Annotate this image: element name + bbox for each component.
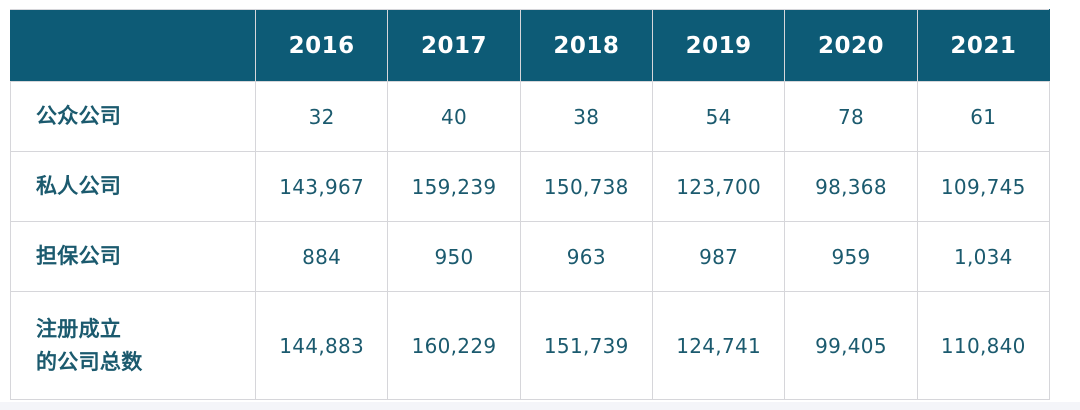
value-cell-2021: 110,840 [916, 291, 1051, 400]
value-cell-2018: 151,739 [519, 291, 653, 400]
value-cell-2021: 61 [916, 81, 1051, 152]
row-label: 担保公司 [10, 221, 256, 292]
value-cell-2018: 38 [519, 81, 653, 152]
header-year-2018: 2018 [519, 9, 653, 82]
value-cell-2021: 1,034 [916, 221, 1051, 292]
table-row: 注册成立 的公司总数 144,883 160,229 151,739 124,741 99,… [10, 291, 1051, 400]
row-label: 注册成立 的公司总数 [10, 291, 256, 400]
table-row: 公众公司 32 40 38 54 78 61 [10, 81, 1051, 152]
header-year-2016: 2016 [254, 9, 389, 82]
bottom-band [0, 402, 1080, 410]
row-label: 私人公司 [10, 151, 256, 222]
table-row: 私人公司 143,967 159,239 150,738 123,700 98,368 10… [10, 151, 1051, 222]
value-cell-2018: 150,738 [519, 151, 653, 222]
value-cell-2019: 124,741 [651, 291, 786, 400]
header-year-2020: 2020 [784, 9, 918, 82]
company-stats-table: 2016 2017 2018 2019 2020 2021 公众公司 32 40 38 54 78 6… [10, 9, 1051, 400]
value-cell-2020: 959 [784, 221, 918, 292]
value-cell-2020: 78 [784, 81, 918, 152]
value-cell-2017: 950 [387, 221, 521, 292]
value-cell-2016: 143,967 [254, 151, 389, 222]
value-cell-2016: 144,883 [254, 291, 389, 400]
value-cell-2017: 40 [387, 81, 521, 152]
value-cell-2020: 98,368 [784, 151, 918, 222]
value-cell-2017: 159,239 [387, 151, 521, 222]
table-row: 担保公司 884 950 963 987 959 1,034 [10, 221, 1051, 292]
header-year-2017: 2017 [387, 9, 521, 82]
table-header: 2016 2017 2018 2019 2020 2021 [10, 9, 1051, 82]
value-cell-2019: 987 [651, 221, 786, 292]
header-year-2019: 2019 [651, 9, 786, 82]
value-cell-2019: 54 [651, 81, 786, 152]
header-row: 2016 2017 2018 2019 2020 2021 [10, 9, 1051, 82]
value-cell-2016: 32 [254, 81, 389, 152]
value-cell-2020: 99,405 [784, 291, 918, 400]
value-cell-2017: 160,229 [387, 291, 521, 400]
value-cell-2016: 884 [254, 221, 389, 292]
table-body: 公众公司 32 40 38 54 78 61 私人公司 143,967 159,239 150,73… [10, 81, 1051, 400]
value-cell-2019: 123,700 [651, 151, 786, 222]
value-cell-2018: 963 [519, 221, 653, 292]
header-year-2021: 2021 [916, 9, 1051, 82]
value-cell-2021: 109,745 [916, 151, 1051, 222]
row-label: 公众公司 [10, 81, 256, 152]
header-corner-cell [10, 9, 256, 82]
